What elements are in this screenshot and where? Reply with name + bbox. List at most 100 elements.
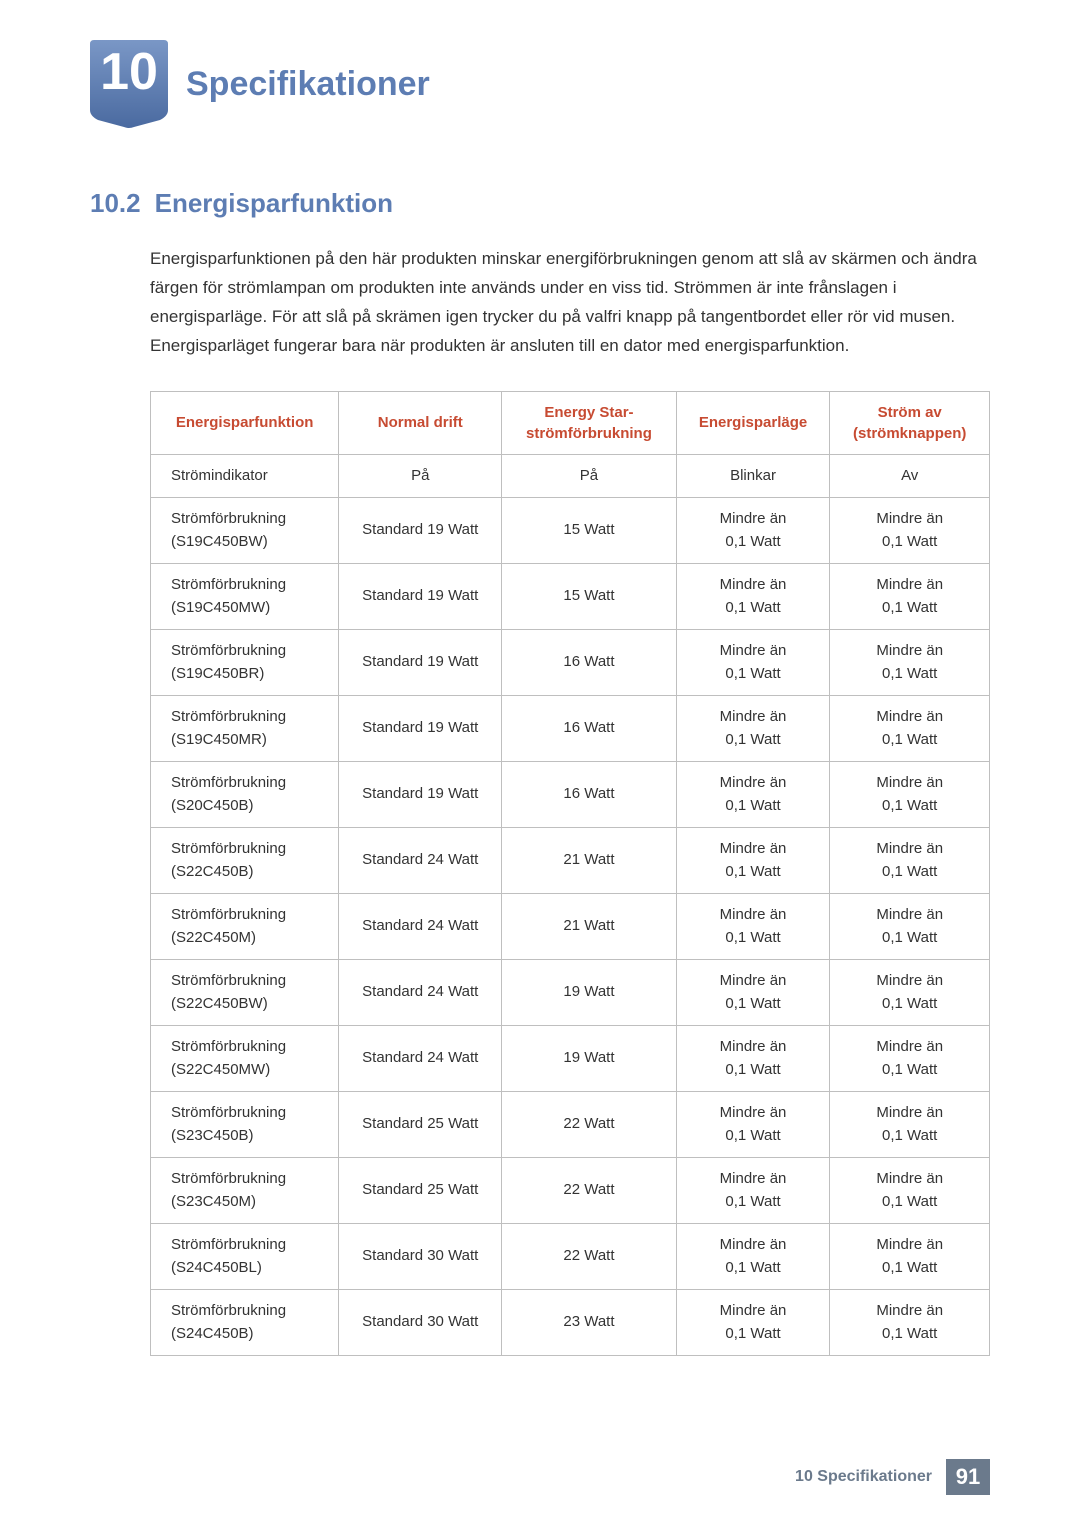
table-cell: Mindre än0,1 Watt — [676, 564, 830, 630]
table-cell: 16 Watt — [502, 696, 676, 762]
table-cell: Blinkar — [676, 454, 830, 498]
table-header-cell: Energisparfunktion — [151, 391, 339, 454]
chapter-header: 10 Specifikationer — [90, 40, 990, 128]
table-row: Strömförbrukning(S23C450M)Standard 25 Wa… — [151, 1158, 990, 1224]
table-cell: Mindre än0,1 Watt — [676, 828, 830, 894]
table-row: Strömförbrukning(S19C450BR)Standard 19 W… — [151, 630, 990, 696]
table-row: StrömindikatorPåPåBlinkarAv — [151, 454, 990, 498]
table-cell: Standard 25 Watt — [339, 1158, 502, 1224]
section-title: Energisparfunktion — [155, 188, 393, 218]
table-cell: Mindre än0,1 Watt — [676, 762, 830, 828]
table-cell: Mindre än0,1 Watt — [676, 696, 830, 762]
table-cell: Strömförbrukning(S22C450M) — [151, 894, 339, 960]
table-cell: Mindre än0,1 Watt — [676, 498, 830, 564]
table-cell: Standard 19 Watt — [339, 762, 502, 828]
table-cell: 21 Watt — [502, 894, 676, 960]
table-cell: Strömindikator — [151, 454, 339, 498]
table-cell: 16 Watt — [502, 762, 676, 828]
table-cell: 23 Watt — [502, 1290, 676, 1356]
table-cell: 19 Watt — [502, 960, 676, 1026]
table-cell: Standard 19 Watt — [339, 564, 502, 630]
table-cell: Mindre än0,1 Watt — [830, 1158, 990, 1224]
table-cell: Standard 19 Watt — [339, 630, 502, 696]
chapter-badge: 10 — [90, 40, 168, 128]
table-cell: Strömförbrukning(S19C450MW) — [151, 564, 339, 630]
table-row: Strömförbrukning(S22C450B)Standard 24 Wa… — [151, 828, 990, 894]
table-row: Strömförbrukning(S23C450B)Standard 25 Wa… — [151, 1092, 990, 1158]
table-header-cell: Normal drift — [339, 391, 502, 454]
table-cell: Mindre än0,1 Watt — [676, 960, 830, 1026]
table-cell: Av — [830, 454, 990, 498]
table-cell: På — [339, 454, 502, 498]
table-cell: Standard 19 Watt — [339, 498, 502, 564]
table-cell: Strömförbrukning(S22C450MW) — [151, 1026, 339, 1092]
table-cell: Strömförbrukning(S24C450B) — [151, 1290, 339, 1356]
table-row: Strömförbrukning(S22C450M)Standard 24 Wa… — [151, 894, 990, 960]
table-cell: Strömförbrukning(S23C450M) — [151, 1158, 339, 1224]
table-cell: Mindre än0,1 Watt — [830, 960, 990, 1026]
table-cell: Mindre än0,1 Watt — [676, 630, 830, 696]
table-cell: Strömförbrukning(S23C450B) — [151, 1092, 339, 1158]
table-cell: 22 Watt — [502, 1224, 676, 1290]
table-cell: Mindre än0,1 Watt — [676, 1290, 830, 1356]
table-row: Strömförbrukning(S24C450BL)Standard 30 W… — [151, 1224, 990, 1290]
table-row: Strömförbrukning(S19C450MR)Standard 19 W… — [151, 696, 990, 762]
table-cell: Mindre än0,1 Watt — [830, 1026, 990, 1092]
table-row: Strömförbrukning(S19C450BW)Standard 19 W… — [151, 498, 990, 564]
section-heading: 10.2 Energisparfunktion — [90, 188, 990, 219]
chapter-title: Specifikationer — [186, 65, 430, 104]
page-footer: 10 Specifikationer 91 — [0, 1459, 1080, 1495]
section-paragraph: Energisparfunktionen på den här produkte… — [150, 245, 990, 361]
table-cell: Standard 24 Watt — [339, 960, 502, 1026]
table-cell: Mindre än0,1 Watt — [830, 696, 990, 762]
table-cell: Standard 24 Watt — [339, 828, 502, 894]
table-cell: Mindre än0,1 Watt — [830, 828, 990, 894]
table-cell: Mindre än0,1 Watt — [830, 1092, 990, 1158]
table-cell: Standard 25 Watt — [339, 1092, 502, 1158]
table-cell: Standard 24 Watt — [339, 894, 502, 960]
table-row: Strömförbrukning(S22C450BW)Standard 24 W… — [151, 960, 990, 1026]
table-header-cell: Energisparläge — [676, 391, 830, 454]
table-cell: 19 Watt — [502, 1026, 676, 1092]
table-cell: Standard 30 Watt — [339, 1290, 502, 1356]
table-cell: Mindre än0,1 Watt — [676, 894, 830, 960]
table-cell: Strömförbrukning(S19C450BW) — [151, 498, 339, 564]
table-cell: Strömförbrukning(S22C450B) — [151, 828, 339, 894]
section-number: 10.2 — [90, 188, 141, 218]
table-cell: Mindre än0,1 Watt — [830, 498, 990, 564]
table-cell: På — [502, 454, 676, 498]
table-cell: Strömförbrukning(S20C450B) — [151, 762, 339, 828]
table-cell: Mindre än0,1 Watt — [830, 630, 990, 696]
table-row: Strömförbrukning(S19C450MW)Standard 19 W… — [151, 564, 990, 630]
table-header-cell: Energy Star-strömförbrukning — [502, 391, 676, 454]
table-cell: Mindre än0,1 Watt — [830, 1290, 990, 1356]
table-cell: 15 Watt — [502, 498, 676, 564]
table-cell: Strömförbrukning(S19C450MR) — [151, 696, 339, 762]
table-cell: Standard 19 Watt — [339, 696, 502, 762]
table-cell: Standard 24 Watt — [339, 1026, 502, 1092]
chapter-number: 10 — [90, 46, 168, 98]
footer-page-number: 91 — [946, 1459, 990, 1495]
table-row: Strömförbrukning(S24C450B)Standard 30 Wa… — [151, 1290, 990, 1356]
spec-table: EnergisparfunktionNormal driftEnergy Sta… — [150, 391, 990, 1357]
table-cell: 22 Watt — [502, 1158, 676, 1224]
table-cell: Standard 30 Watt — [339, 1224, 502, 1290]
table-cell: 15 Watt — [502, 564, 676, 630]
table-cell: 22 Watt — [502, 1092, 676, 1158]
table-row: Strömförbrukning(S20C450B)Standard 19 Wa… — [151, 762, 990, 828]
table-cell: 21 Watt — [502, 828, 676, 894]
table-cell: Mindre än0,1 Watt — [676, 1026, 830, 1092]
table-cell: Mindre än0,1 Watt — [676, 1092, 830, 1158]
table-cell: Mindre än0,1 Watt — [830, 762, 990, 828]
table-cell: Mindre än0,1 Watt — [676, 1224, 830, 1290]
table-cell: Strömförbrukning(S22C450BW) — [151, 960, 339, 1026]
table-header-cell: Ström av(strömknappen) — [830, 391, 990, 454]
table-cell: Mindre än0,1 Watt — [830, 1224, 990, 1290]
table-cell: Strömförbrukning(S19C450BR) — [151, 630, 339, 696]
table-row: Strömförbrukning(S22C450MW)Standard 24 W… — [151, 1026, 990, 1092]
table-cell: 16 Watt — [502, 630, 676, 696]
table-cell: Mindre än0,1 Watt — [830, 564, 990, 630]
table-cell: Strömförbrukning(S24C450BL) — [151, 1224, 339, 1290]
footer-chapter-label: 10 Specifikationer — [795, 1468, 932, 1486]
table-cell: Mindre än0,1 Watt — [676, 1158, 830, 1224]
